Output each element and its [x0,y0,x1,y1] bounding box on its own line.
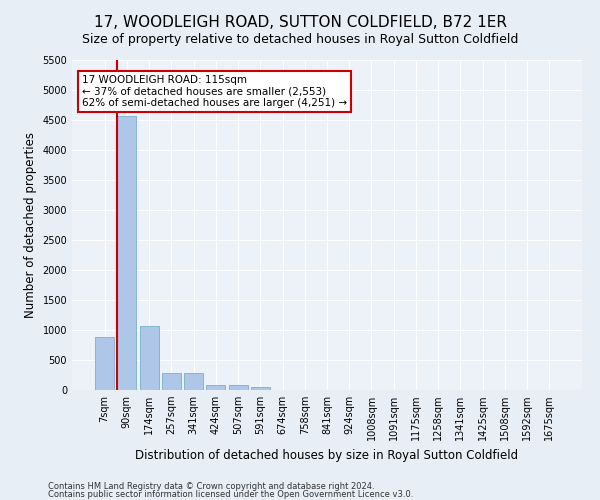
X-axis label: Distribution of detached houses by size in Royal Sutton Coldfield: Distribution of detached houses by size … [136,448,518,462]
Text: Size of property relative to detached houses in Royal Sutton Coldfield: Size of property relative to detached ho… [82,32,518,46]
Bar [118,116,136,390]
Bar [162,372,181,390]
Bar [140,326,158,390]
Bar [229,384,248,390]
Text: 17, WOODLEIGH ROAD, SUTTON COLDFIELD, B72 1ER: 17, WOODLEIGH ROAD, SUTTON COLDFIELD, B7… [94,15,506,30]
Bar [206,384,225,390]
Text: Contains HM Land Registry data © Crown copyright and database right 2024.: Contains HM Land Registry data © Crown c… [48,482,374,491]
Text: 17 WOODLEIGH ROAD: 115sqm
← 37% of detached houses are smaller (2,553)
62% of se: 17 WOODLEIGH ROAD: 115sqm ← 37% of detac… [82,75,347,108]
Text: Contains public sector information licensed under the Open Government Licence v3: Contains public sector information licen… [48,490,413,499]
Bar [95,337,114,390]
Bar [184,373,203,390]
Bar [251,387,270,390]
Y-axis label: Number of detached properties: Number of detached properties [24,132,37,318]
